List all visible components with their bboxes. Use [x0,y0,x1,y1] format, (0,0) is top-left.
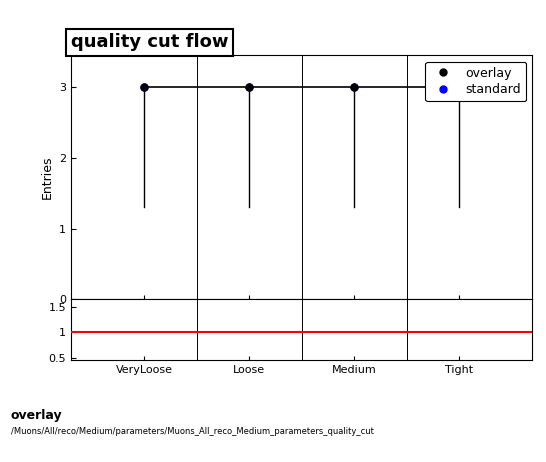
overlay [351,85,358,90]
Line: standard: standard [141,84,462,91]
standard [351,85,358,90]
Text: overlay: overlay [11,409,63,422]
Legend: overlay, standard: overlay, standard [425,62,526,102]
overlay [141,85,147,90]
Text: quality cut flow: quality cut flow [71,33,228,51]
Line: overlay: overlay [141,84,462,91]
standard [456,85,462,90]
overlay [246,85,252,90]
Text: /Muons/All/reco/Medium/parameters/Muons_All_reco_Medium_parameters_quality_cut: /Muons/All/reco/Medium/parameters/Muons_… [11,427,374,436]
Y-axis label: Entries: Entries [40,156,54,199]
overlay [456,85,462,90]
standard [141,85,147,90]
standard [246,85,252,90]
